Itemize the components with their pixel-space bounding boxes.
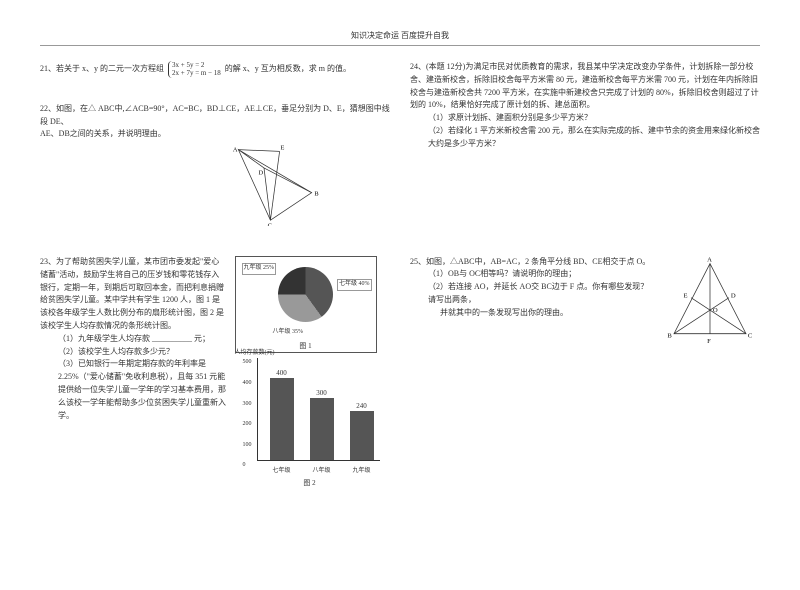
right-column: 24、(本题 12分)为满足市民对优质教育的需求，我县某中学决定改变办学条件，计… bbox=[410, 61, 760, 508]
bar-1: 300 bbox=[310, 398, 334, 460]
label25-O: O bbox=[713, 306, 718, 313]
q23-i3: （3）已知银行一年期定期存款的年利率是 2.25%（"爱心储蓄"免收利息税），且… bbox=[40, 358, 227, 422]
q22-line2: AE、DB之间的关系，并说明理由。 bbox=[40, 128, 390, 141]
label-A: A bbox=[233, 147, 238, 154]
label25-D: D bbox=[731, 292, 736, 299]
left-column: 21、若关于 x、y 的二元一次方程组 3x + 5y = 2 2x + 7y … bbox=[40, 61, 390, 508]
q23-p1: 23、为了帮助贫困失学儿童，某市团市委发起"爱心储蓄"活动，鼓励学生将自己的压岁… bbox=[40, 256, 227, 333]
ytick-0: 0 bbox=[243, 461, 246, 471]
label-E: E bbox=[281, 145, 285, 152]
figure-22: A B C D E bbox=[220, 141, 330, 226]
label25-B: B bbox=[667, 332, 672, 339]
ytick-1: 100 bbox=[243, 441, 252, 451]
bar-2: 240 bbox=[350, 411, 374, 460]
xtick-1: 八年级 bbox=[307, 467, 337, 477]
label25-F: F bbox=[707, 338, 711, 345]
pie-chart: 九年级 25% 七年级 40% 八年级 35% 图 1 bbox=[235, 256, 377, 353]
question-22: 22、如图，在△ ABC中,∠ACB=90°，AC=BC，BD⊥CE，AE⊥CE… bbox=[40, 103, 390, 231]
bar-area: 400 300 240 bbox=[257, 358, 380, 461]
pie-label-g8: 八年级 35% bbox=[272, 328, 305, 338]
pie-slices bbox=[278, 267, 333, 322]
q21-eq-top: 3x + 5y = 2 bbox=[172, 61, 221, 69]
q24-p1: 24、(本题 12分)为满足市民对优质教育的需求，我县某中学决定改变办学条件，计… bbox=[410, 61, 760, 112]
pie-label-g7: 七年级 40% bbox=[337, 279, 372, 291]
bar-value-2: 240 bbox=[350, 401, 374, 412]
question-21: 21、若关于 x、y 的二元一次方程组 3x + 5y = 2 2x + 7y … bbox=[40, 61, 390, 78]
q21-equations: 3x + 5y = 2 2x + 7y = m − 18 bbox=[168, 61, 221, 78]
bar-value-1: 300 bbox=[310, 388, 334, 399]
figure-25: A B C D E F O bbox=[660, 256, 760, 346]
q22-line1: 22、如图，在△ ABC中,∠ACB=90°，AC=BC，BD⊥CE，AE⊥CE… bbox=[40, 103, 390, 129]
two-columns: 21、若关于 x、y 的二元一次方程组 3x + 5y = 2 2x + 7y … bbox=[40, 61, 760, 508]
q24-i2: （2）若绿化 1 平方米新校舍需 200 元，那么在实际完成的拆、建中节余的资金… bbox=[410, 125, 760, 151]
label-C: C bbox=[268, 223, 272, 227]
bar-0: 400 bbox=[270, 378, 294, 460]
pie-label-g9: 九年级 25% bbox=[242, 263, 277, 275]
q21-before: 21、若关于 x、y 的二元一次方程组 bbox=[40, 64, 164, 73]
ytick-5: 500 bbox=[243, 358, 252, 368]
xtick-0: 七年级 bbox=[267, 467, 297, 477]
bar-value-0: 400 bbox=[270, 368, 294, 379]
label25-C: C bbox=[748, 332, 753, 339]
question-25: A B C D E F O 25、如图，△ABC中，AB=AC，2 条角平分线 … bbox=[410, 256, 760, 320]
header-title: 知识决定命运 百度提升自我 bbox=[40, 30, 760, 41]
label-D: D bbox=[259, 170, 264, 177]
divider bbox=[40, 45, 760, 46]
xtick-2: 九年级 bbox=[347, 467, 377, 477]
q21-after: 的解 x、y 互为相反数，求 m 的值。 bbox=[225, 64, 351, 73]
question-23: 23、为了帮助贫困失学儿童，某市团市委发起"爱心储蓄"活动，鼓励学生将自己的压岁… bbox=[40, 256, 390, 483]
q21-eq-bot: 2x + 7y = m − 18 bbox=[172, 69, 221, 77]
ytick-2: 200 bbox=[243, 420, 252, 430]
label25-E: E bbox=[683, 292, 687, 299]
bar-caption: 图 2 bbox=[235, 478, 385, 489]
bar-chart: 人均存款数(元) 400300240 0100200300400500 七年级八… bbox=[235, 353, 385, 483]
q23-i2: （2）该校学生人均存款多少元？ bbox=[40, 346, 227, 359]
ytick-3: 300 bbox=[243, 399, 252, 409]
q24-i1: （1）求原计划拆、建面积分别是多少平方米？ bbox=[410, 112, 760, 125]
label25-A: A bbox=[707, 256, 712, 263]
q23-i1: （1）九年级学生人均存款 __________ 元； bbox=[40, 333, 227, 346]
question-24: 24、(本题 12分)为满足市民对优质教育的需求，我县某中学决定改变办学条件，计… bbox=[410, 61, 760, 151]
ytick-4: 400 bbox=[243, 379, 252, 389]
label-B: B bbox=[314, 191, 318, 198]
